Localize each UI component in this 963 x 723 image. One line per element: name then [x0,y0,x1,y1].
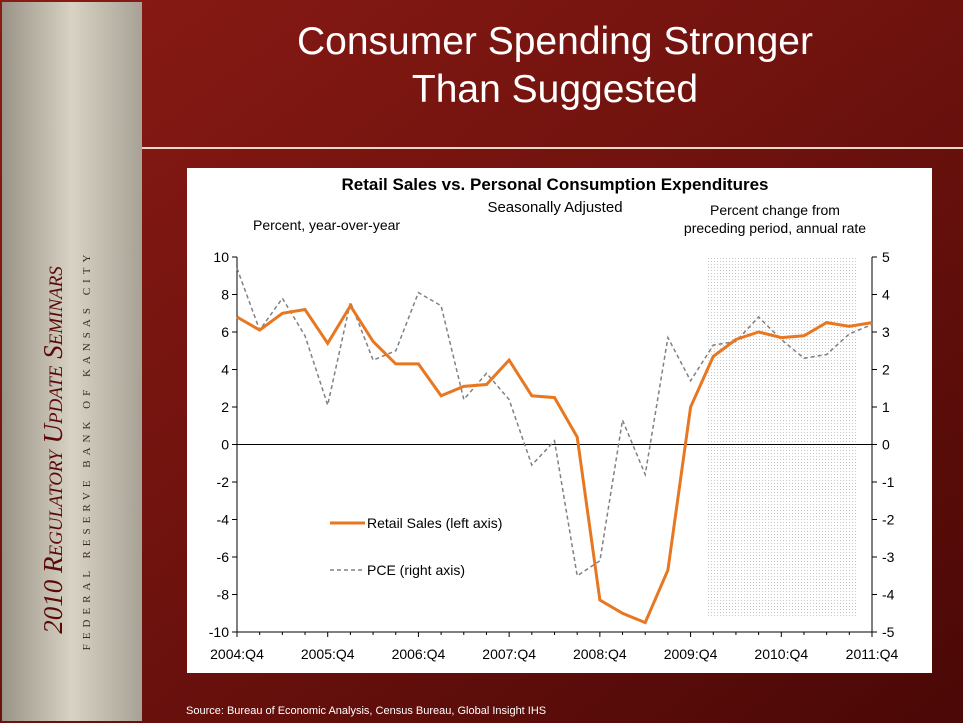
y-tick-label: -6 [217,549,230,565]
series-line [236,302,873,625]
y2-tick-label: -2 [882,512,895,528]
legend-label: PCE (right axis) [367,562,465,578]
legend-label: Retail Sales (left axis) [367,515,502,531]
y-axis-label: Percent, year-over-year [253,217,400,233]
y2-tick-label: 1 [882,399,890,415]
y-tick-label: 6 [221,324,229,340]
y-tick-label: -10 [209,624,229,640]
sidebar-subtitle: Federal Reserve Bank of Kansas City [81,250,93,651]
y2-tick-label: 3 [882,324,890,340]
y-tick-label: 8 [221,287,229,303]
y2-tick-label: -4 [882,587,895,603]
sidebar-title: 2010 Regulatory Update Seminars [38,266,68,634]
y2-tick-label: -1 [882,474,895,490]
sidebar [2,2,142,721]
x-tick-label: 2005:Q4 [301,646,355,662]
x-tick-label: 2009:Q4 [664,646,718,662]
chart-title: Retail Sales vs. Personal Consumption Ex… [341,175,768,194]
y-tick-label: -2 [217,474,230,490]
x-tick-label: 2010:Q4 [754,646,808,662]
y2-tick-label: 4 [882,287,890,303]
x-tick-label: 2011:Q4 [846,646,899,662]
y2-tick-label: 5 [882,249,890,265]
y-tick-label: -8 [217,587,230,603]
y2-tick-label: 2 [882,362,890,378]
y2-axis-label: Percent change from [710,202,840,218]
shaded-region [707,257,857,617]
series-line [236,268,873,578]
y-tick-label: 10 [213,249,229,265]
x-tick-label: 2008:Q4 [573,646,627,662]
y-tick-label: 0 [221,437,229,453]
y2-tick-label: -3 [882,549,895,565]
y-tick-label: 4 [221,362,229,378]
y2-tick-label: 0 [882,437,890,453]
y2-tick-label: -5 [882,624,895,640]
x-tick-label: 2004:Q4 [210,646,264,662]
y2-axis-label: preceding period, annual rate [684,220,866,236]
x-tick-label: 2006:Q4 [392,646,446,662]
y-tick-label: -4 [217,512,230,528]
y-tick-label: 2 [221,399,229,415]
slide-title: Consumer Spending Stronger Than Suggeste… [297,20,813,111]
source: Source: Bureau of Economic Analysis, Cen… [186,705,546,717]
chart-subtitle: Seasonally Adjusted [487,199,622,216]
x-tick-label: 2007:Q4 [482,646,536,662]
